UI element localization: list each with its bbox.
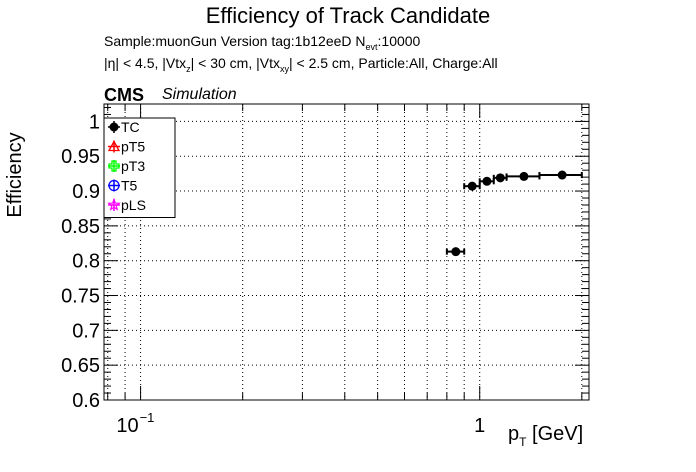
selection-vtx: | < 30 cm, |Vtx <box>190 55 280 71</box>
data-point <box>467 181 477 191</box>
sample-info-subscript: evt <box>365 42 378 52</box>
x-tick-labels: 10 −1 1 <box>116 410 485 437</box>
selection-rest: | < 2.5 cm, Particle:All, Charge:All <box>288 55 498 71</box>
y-tick-labels: 0.6 0.65 0.7 0.75 0.8 0.85 0.9 0.95 1 <box>61 111 100 412</box>
data-points <box>445 170 583 257</box>
legend-marker <box>109 122 119 132</box>
selection-sub-z: z <box>186 64 191 74</box>
x-axis-label-sub: T <box>519 435 527 449</box>
y-tick-label: 1 <box>89 111 100 133</box>
y-tick-label: 0.95 <box>61 146 100 168</box>
y-tick-label: 0.8 <box>72 251 100 273</box>
x-axis-label-main: p <box>508 423 520 445</box>
sample-info-text: Sample:muonGun Version tag:1b12eeD N <box>104 33 366 49</box>
legend-label: pLS <box>121 197 146 213</box>
x-axis-label: pT [GeV] <box>508 423 583 449</box>
legend-label: TC <box>121 119 140 135</box>
x-tick-label-exponent: −1 <box>140 410 155 425</box>
y-tick-label: 0.75 <box>61 286 100 308</box>
grid-lines <box>104 104 589 401</box>
legend-marker <box>108 160 120 172</box>
data-point <box>482 176 492 186</box>
x-tick-label: 1 <box>474 415 485 437</box>
legend-marker <box>107 197 121 211</box>
legend-label: T5 <box>121 178 138 194</box>
legend-marker <box>107 140 121 152</box>
axis-ticks <box>104 104 589 401</box>
data-point <box>495 173 505 183</box>
legend-label: pT3 <box>121 158 145 174</box>
y-tick-label: 0.6 <box>72 390 100 412</box>
legend: TC pT5 pT3 T5 pLS <box>103 117 176 218</box>
sample-info-count: :10000 <box>377 33 421 49</box>
x-axis-label-unit: [GeV] <box>526 423 584 445</box>
y-tick-label: 0.9 <box>72 181 100 203</box>
data-point <box>451 247 461 257</box>
simulation-label: Simulation <box>162 86 237 103</box>
cms-label: CMS <box>104 85 144 105</box>
chart-title: Efficiency of Track Candidate <box>205 3 491 28</box>
y-axis-label: Efficiency <box>4 132 26 218</box>
y-tick-label: 0.7 <box>72 320 100 342</box>
data-point <box>519 171 529 181</box>
legend-label: pT5 <box>121 139 145 155</box>
x-tick-label: 10 <box>116 415 138 437</box>
legend-marker <box>108 179 120 192</box>
y-tick-label: 0.65 <box>61 355 100 377</box>
sample-info: Sample:muonGun Version tag:1b12eeD Nevt:… <box>104 33 420 52</box>
selection-eta: |η| < 4.5, |Vtx <box>104 55 187 71</box>
data-point <box>557 170 567 180</box>
y-tick-label: 0.85 <box>61 216 100 238</box>
selection-sub-xy: xy <box>279 64 289 74</box>
plot-frame <box>103 103 590 401</box>
selection-info: |η| < 4.5, |Vtxz| < 30 cm, |Vtxxy| < 2.5… <box>104 55 498 74</box>
